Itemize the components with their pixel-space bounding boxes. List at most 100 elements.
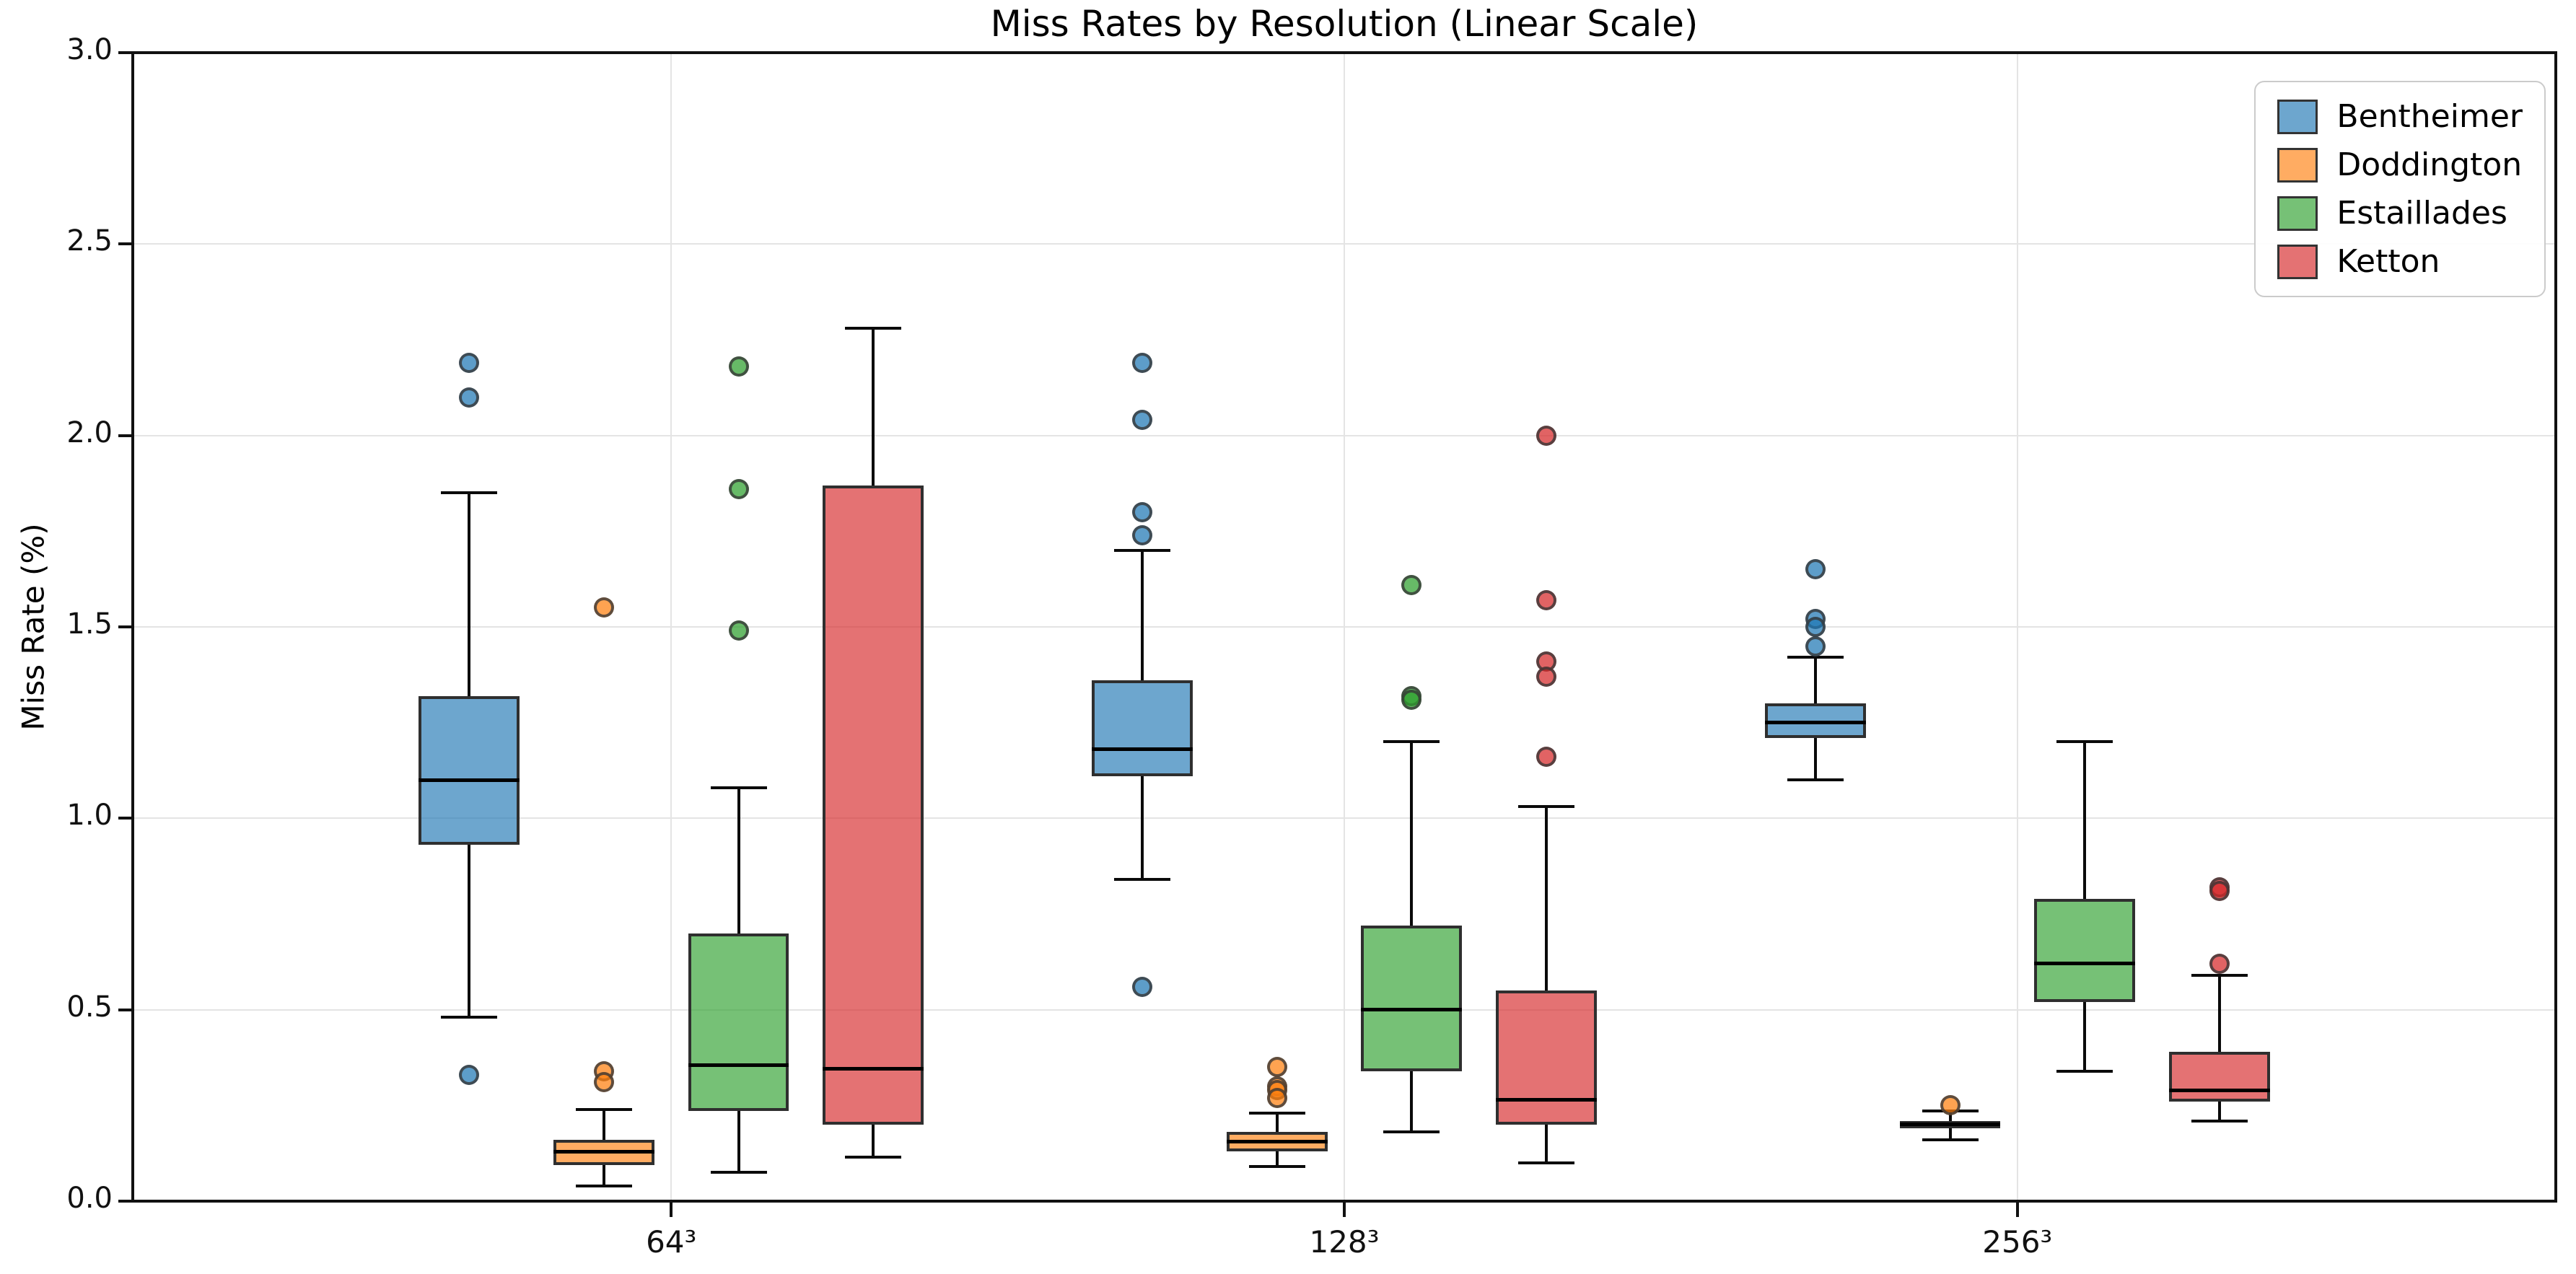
whisker-lower-ketton-64³ bbox=[872, 1124, 875, 1157]
cap-upper-ketton-256³ bbox=[2191, 973, 2248, 977]
chart-title: Miss Rates by Resolution (Linear Scale) bbox=[990, 3, 1699, 45]
box-ketton-128³ bbox=[1495, 990, 1597, 1125]
flier-bentheimer-64³-1 bbox=[459, 387, 480, 408]
y-tick-3 bbox=[118, 51, 133, 54]
flier-ketton-256³-2 bbox=[2209, 953, 2230, 974]
median-doddington-128³ bbox=[1226, 1140, 1328, 1144]
flier-ketton-128³-4 bbox=[1535, 747, 1556, 768]
gridline-v-256³ bbox=[2016, 53, 2018, 1201]
median-doddington-256³ bbox=[1899, 1123, 2001, 1127]
flier-bentheimer-64³-2 bbox=[459, 1064, 480, 1085]
box-bentheimer-64³ bbox=[419, 695, 520, 845]
median-estaillades-256³ bbox=[2034, 962, 2135, 966]
whisker-lower-estaillades-128³ bbox=[1410, 1071, 1414, 1133]
box-ketton-256³ bbox=[2168, 1052, 2270, 1102]
legend-label-ketton: Ketton bbox=[2336, 243, 2440, 280]
flier-bentheimer-128³-3 bbox=[1132, 524, 1153, 545]
gridline-v-64³ bbox=[670, 53, 673, 1201]
cap-upper-doddington-128³ bbox=[1248, 1111, 1305, 1115]
legend-swatch-ketton bbox=[2277, 244, 2318, 279]
legend-entry-doddington: Doddington bbox=[2277, 146, 2523, 183]
y-tick-label-1: 1.0 bbox=[66, 799, 113, 833]
x-tick-64³ bbox=[670, 1201, 673, 1217]
box-estaillades-64³ bbox=[688, 933, 789, 1112]
axis-spine-right bbox=[2554, 51, 2557, 1203]
flier-bentheimer-256³-0 bbox=[1805, 559, 1826, 580]
whisker-upper-estaillades-64³ bbox=[737, 787, 740, 933]
flier-ketton-128³-3 bbox=[1535, 666, 1556, 687]
legend: Bentheimer Doddington Estaillades Ketton bbox=[2254, 81, 2546, 297]
median-doddington-64³ bbox=[553, 1149, 654, 1154]
box-ketton-64³ bbox=[823, 485, 924, 1125]
whisker-lower-bentheimer-256³ bbox=[1813, 737, 1817, 781]
y-tick-label-0.5: 0.5 bbox=[66, 990, 113, 1024]
box-bentheimer-256³ bbox=[1764, 703, 1866, 738]
flier-doddington-256³-0 bbox=[1940, 1095, 1961, 1116]
cap-upper-doddington-64³ bbox=[575, 1107, 632, 1111]
median-bentheimer-128³ bbox=[1092, 747, 1193, 752]
whisker-lower-doddington-128³ bbox=[1275, 1151, 1279, 1167]
legend-swatch-estaillades bbox=[2277, 196, 2318, 231]
legend-label-bentheimer: Bentheimer bbox=[2336, 98, 2523, 135]
cap-lower-bentheimer-64³ bbox=[441, 1016, 498, 1019]
legend-swatch-bentheimer bbox=[2277, 99, 2318, 134]
median-bentheimer-256³ bbox=[1764, 721, 1866, 725]
flier-bentheimer-128³-4 bbox=[1132, 976, 1153, 997]
flier-bentheimer-128³-1 bbox=[1132, 410, 1153, 431]
whisker-lower-ketton-256³ bbox=[2217, 1102, 2221, 1121]
whisker-lower-doddington-256³ bbox=[1948, 1128, 1952, 1141]
cap-upper-estaillades-256³ bbox=[2056, 740, 2113, 744]
gridline-v-128³ bbox=[1344, 53, 1345, 1201]
flier-doddington-64³-0 bbox=[593, 597, 614, 618]
flier-estaillades-64³-1 bbox=[728, 478, 749, 499]
whisker-lower-bentheimer-64³ bbox=[468, 845, 471, 1018]
whisker-upper-ketton-256³ bbox=[2217, 975, 2221, 1053]
cap-lower-estaillades-256³ bbox=[2056, 1069, 2113, 1073]
whisker-upper-doddington-64³ bbox=[602, 1109, 605, 1141]
y-tick-label-0: 0.0 bbox=[66, 1182, 113, 1215]
cap-lower-ketton-256³ bbox=[2191, 1119, 2248, 1123]
y-tick-1.5 bbox=[118, 625, 133, 628]
flier-estaillades-128³-0 bbox=[1401, 574, 1422, 595]
flier-bentheimer-128³-2 bbox=[1132, 501, 1153, 522]
legend-swatch-doddington bbox=[2277, 147, 2318, 183]
whisker-upper-estaillades-256³ bbox=[2083, 742, 2087, 899]
flier-bentheimer-256³-3 bbox=[1805, 636, 1826, 656]
cap-lower-ketton-64³ bbox=[845, 1155, 902, 1159]
y-tick-0 bbox=[118, 1200, 133, 1203]
cap-lower-doddington-256³ bbox=[1922, 1138, 1979, 1142]
cap-lower-estaillades-64³ bbox=[710, 1171, 767, 1174]
axis-spine-top bbox=[131, 51, 2557, 54]
cap-lower-bentheimer-128³ bbox=[1114, 878, 1171, 882]
legend-entry-estaillades: Estaillades bbox=[2277, 195, 2523, 232]
x-tick-128³ bbox=[1343, 1201, 1346, 1217]
median-estaillades-128³ bbox=[1361, 1008, 1463, 1012]
cap-upper-bentheimer-256³ bbox=[1787, 656, 1844, 659]
cap-upper-bentheimer-64³ bbox=[441, 491, 498, 495]
whisker-upper-ketton-128³ bbox=[1544, 807, 1548, 991]
flier-ketton-256³-1 bbox=[2209, 881, 2230, 902]
cap-upper-bentheimer-128³ bbox=[1114, 548, 1171, 552]
flier-estaillades-64³-2 bbox=[728, 620, 749, 641]
flier-bentheimer-256³-2 bbox=[1805, 617, 1826, 637]
flier-bentheimer-64³-0 bbox=[459, 352, 480, 373]
whisker-upper-bentheimer-256³ bbox=[1813, 657, 1817, 704]
whisker-upper-bentheimer-64³ bbox=[468, 493, 471, 696]
x-tick-256³ bbox=[2015, 1201, 2019, 1217]
whisker-lower-estaillades-256³ bbox=[2083, 1002, 2087, 1071]
x-tick-label-256³: 256³ bbox=[1982, 1224, 2053, 1260]
whisker-upper-estaillades-128³ bbox=[1410, 742, 1414, 926]
whisker-upper-doddington-256³ bbox=[1948, 1111, 1952, 1121]
flier-doddington-64³-2 bbox=[593, 1072, 614, 1093]
cap-upper-ketton-128³ bbox=[1517, 805, 1574, 809]
axis-spine-left bbox=[131, 51, 134, 1203]
whisker-lower-doddington-64³ bbox=[602, 1164, 605, 1186]
legend-label-doddington: Doddington bbox=[2336, 146, 2523, 183]
whisker-upper-doddington-128³ bbox=[1275, 1112, 1279, 1133]
whisker-upper-bentheimer-128³ bbox=[1141, 550, 1144, 681]
y-tick-label-2: 2.0 bbox=[66, 416, 113, 449]
median-ketton-64³ bbox=[823, 1067, 924, 1071]
legend-label-estaillades: Estaillades bbox=[2336, 195, 2507, 232]
y-tick-label-1.5: 1.5 bbox=[66, 607, 113, 641]
cap-lower-doddington-128³ bbox=[1248, 1165, 1305, 1169]
